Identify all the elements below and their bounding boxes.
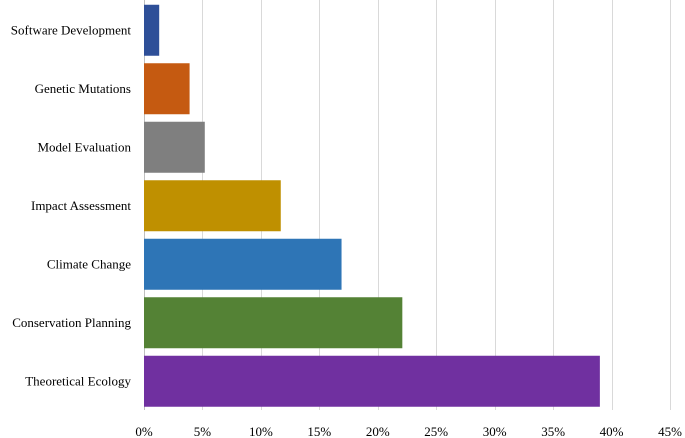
category-label: Model Evaluation <box>37 139 131 154</box>
category-label: Impact Assessment <box>31 198 131 213</box>
x-tick-labels: 0% 5% 10% 15% 20% 25% 30% 35% 40% 45% <box>135 424 682 438</box>
category-label: Conservation Planning <box>12 315 131 330</box>
bar <box>144 297 403 349</box>
category-label: Software Development <box>11 22 132 37</box>
x-tick-label: 10% <box>249 424 273 438</box>
bar <box>144 63 190 115</box>
category-label: Theoretical Ecology <box>25 373 131 388</box>
x-tick-label: 5% <box>194 424 212 438</box>
category-label: Genetic Mutations <box>35 81 131 96</box>
x-tick-label: 45% <box>658 424 682 438</box>
category-label: Climate Change <box>47 256 131 271</box>
gridlines <box>144 0 671 410</box>
x-tick-label: 35% <box>541 424 565 438</box>
x-tick-label: 30% <box>483 424 507 438</box>
bar <box>144 238 342 290</box>
bar <box>144 355 600 407</box>
bars <box>144 4 600 407</box>
x-tick-label: 25% <box>424 424 448 438</box>
x-tick-label: 20% <box>366 424 390 438</box>
category-labels: Software Development Genetic Mutations Mod… <box>11 22 132 388</box>
bar <box>144 180 281 232</box>
x-tick-label: 40% <box>600 424 624 438</box>
x-tick-label: 15% <box>307 424 331 438</box>
x-tick-label: 0% <box>135 424 153 438</box>
bar <box>144 4 160 56</box>
bar <box>144 121 205 173</box>
